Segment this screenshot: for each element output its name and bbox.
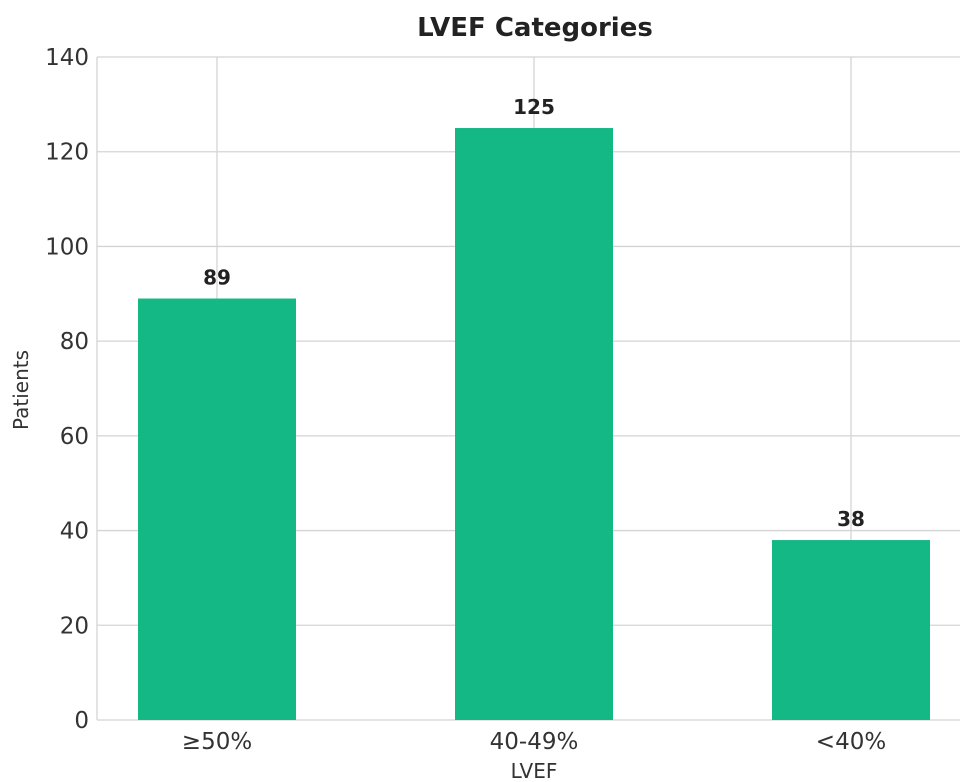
bar-layer bbox=[138, 128, 930, 721]
y-tick-label: 60 bbox=[60, 424, 89, 450]
chart-title: LVEF Categories bbox=[417, 13, 653, 43]
y-tick-label: 140 bbox=[45, 45, 89, 71]
y-tick-label: 0 bbox=[74, 708, 89, 734]
data-label: 125 bbox=[513, 95, 555, 119]
x-tick-label: <40% bbox=[816, 729, 886, 755]
bar bbox=[138, 298, 296, 720]
y-tick-label: 80 bbox=[60, 329, 89, 355]
data-label: 38 bbox=[837, 507, 865, 531]
bar bbox=[455, 128, 613, 721]
x-tick-label: 40-49% bbox=[490, 729, 579, 755]
y-tick-label: 100 bbox=[45, 234, 89, 260]
x-tick-label: ≥50% bbox=[182, 729, 252, 755]
label-layer: 89 125 38 bbox=[203, 95, 865, 531]
y-tick-label: 40 bbox=[60, 519, 89, 545]
y-axis-label: Patients bbox=[9, 350, 33, 430]
y-tick-label: 120 bbox=[45, 140, 89, 166]
y-tick-label: 20 bbox=[60, 613, 89, 639]
data-label: 89 bbox=[203, 266, 231, 290]
tick-layer: 0 20 40 60 80 100 120 140 ≥50% 40-49% <40% bbox=[45, 45, 886, 755]
bar bbox=[772, 540, 930, 720]
x-axis-label: LVEF bbox=[511, 759, 558, 782]
